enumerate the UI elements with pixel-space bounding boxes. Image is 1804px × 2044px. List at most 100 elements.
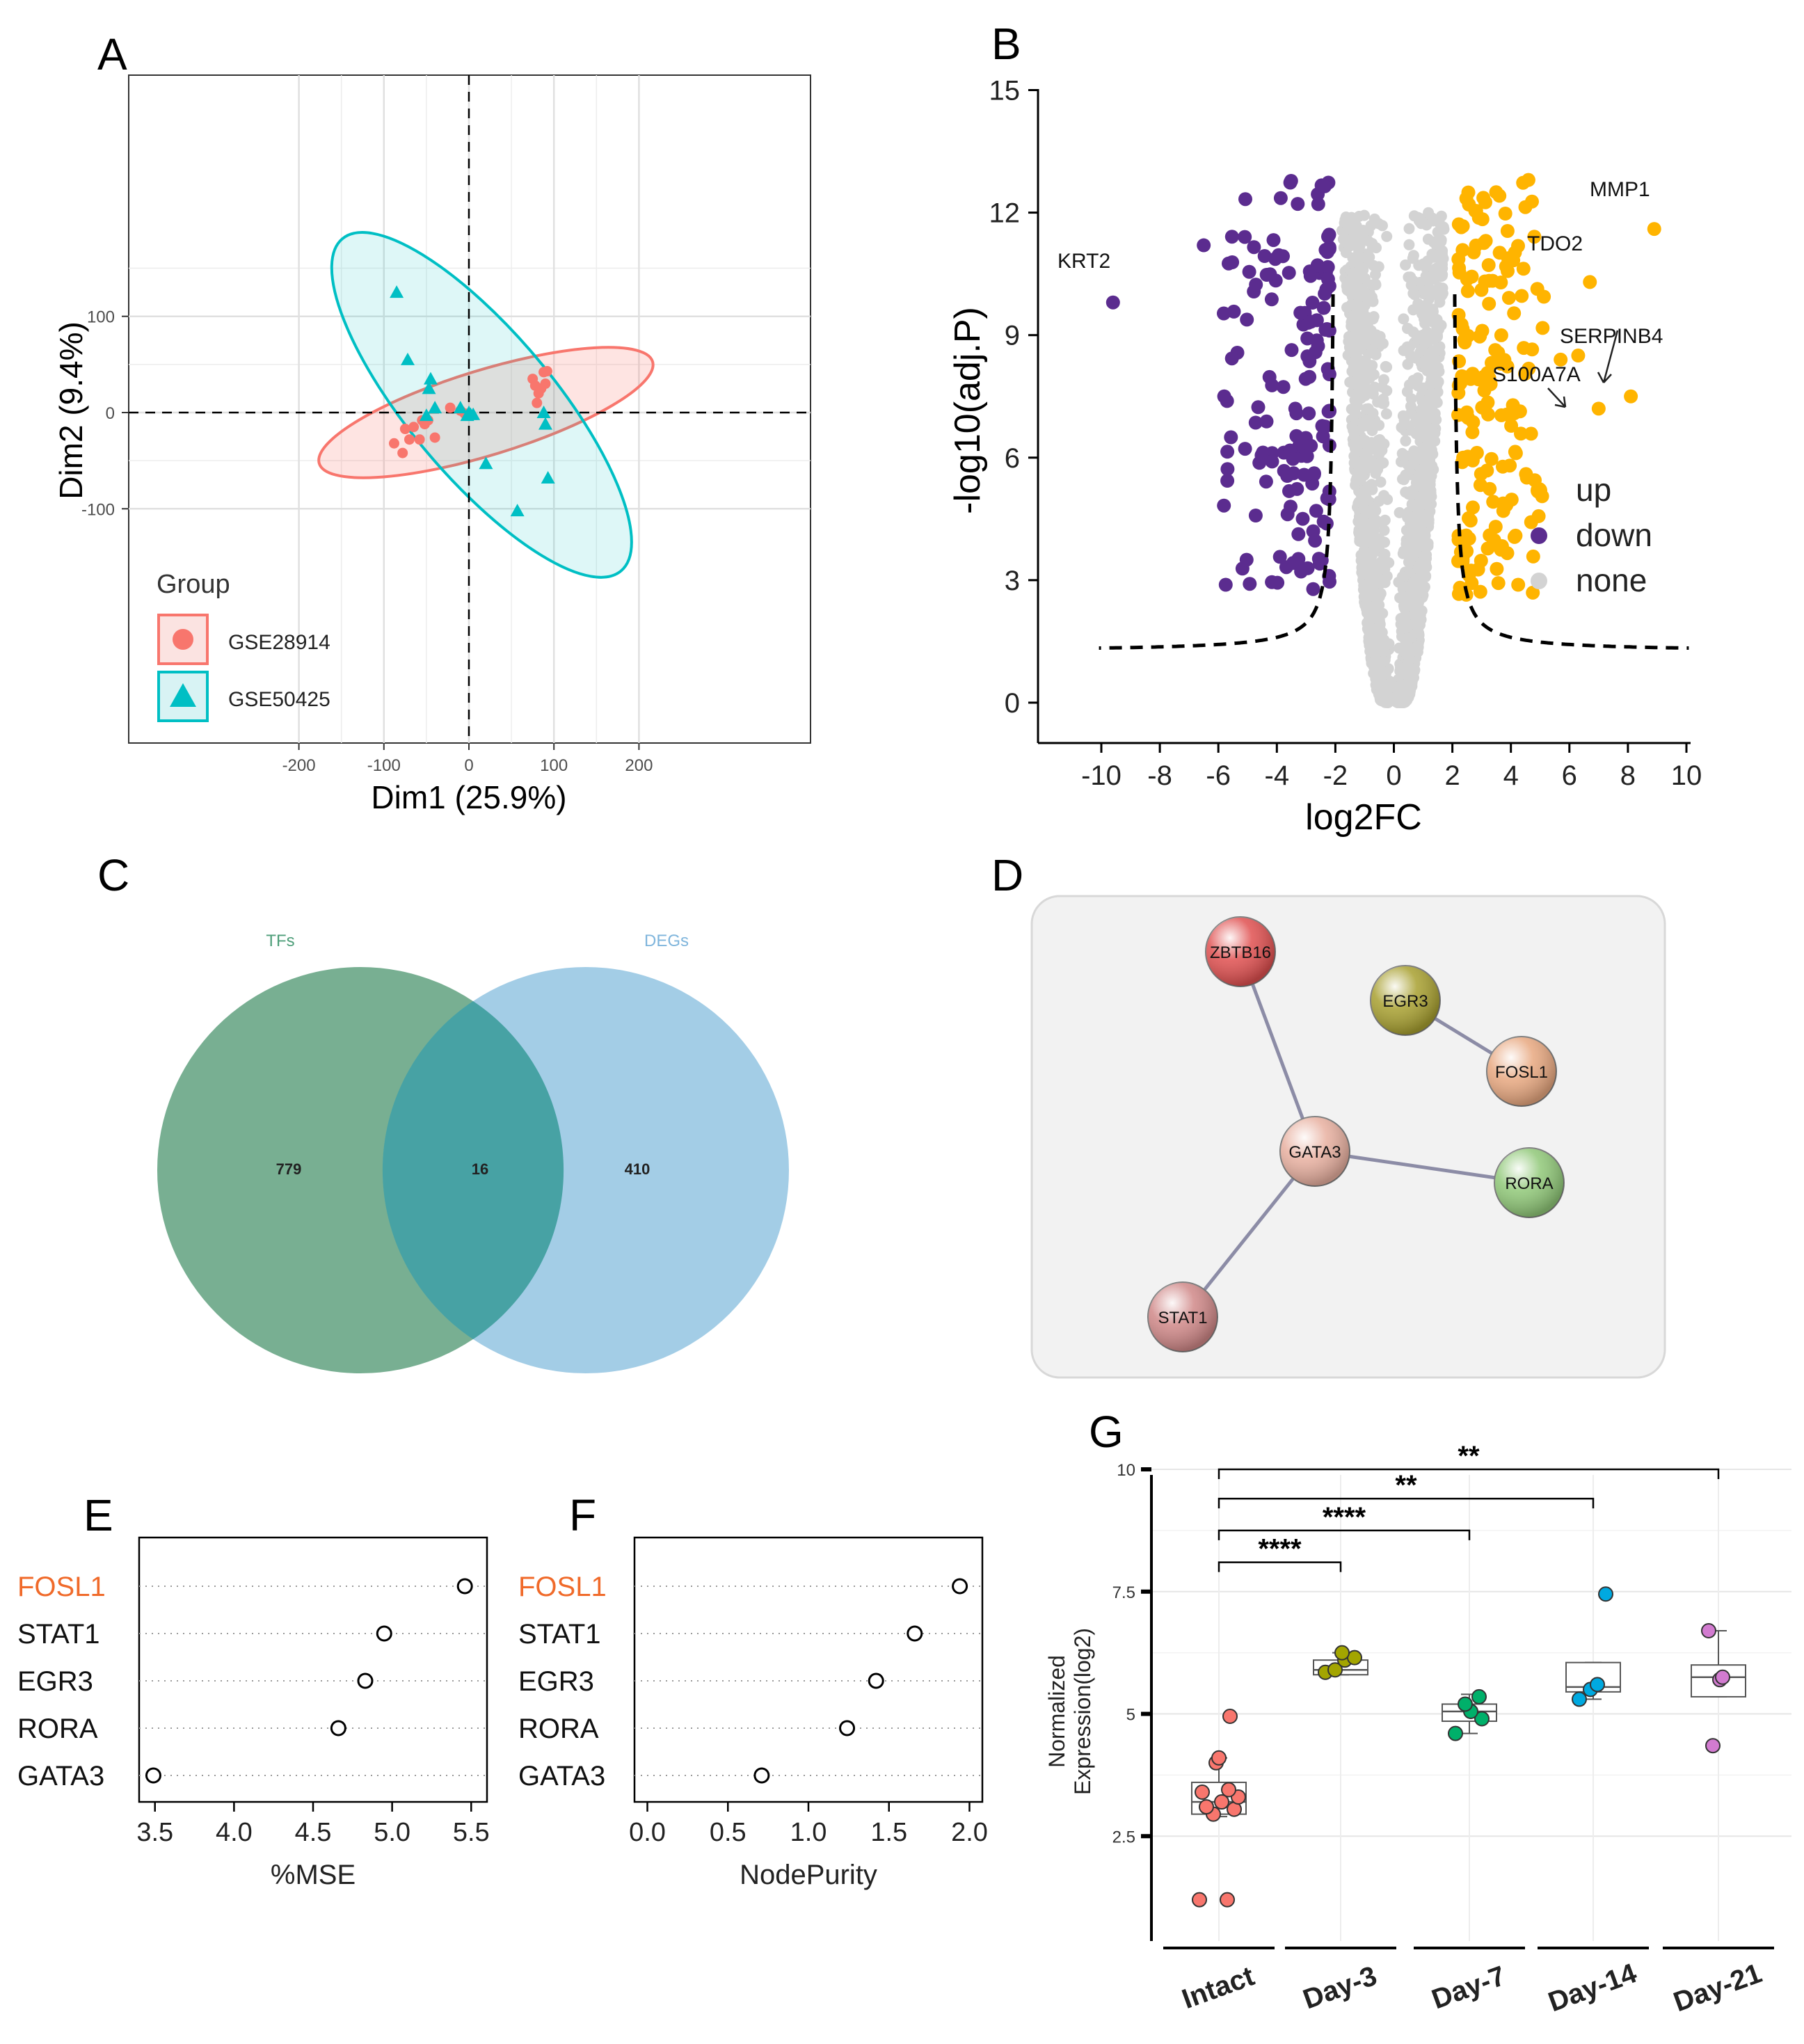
point-none bbox=[1372, 337, 1384, 349]
point-down bbox=[1225, 255, 1240, 269]
point-day-7 bbox=[1448, 1725, 1463, 1741]
point-up bbox=[1500, 224, 1515, 238]
row-label-rora: RORA bbox=[17, 1714, 98, 1744]
point-none bbox=[1426, 374, 1437, 385]
point-up bbox=[1490, 561, 1504, 576]
y-tick-label: 5 bbox=[1126, 1706, 1135, 1725]
point-none bbox=[1378, 490, 1390, 502]
point-down bbox=[1308, 534, 1323, 548]
x-tick-label: 1.5 bbox=[870, 1818, 907, 1847]
point-intact bbox=[1195, 1784, 1210, 1800]
point-none bbox=[1396, 473, 1408, 485]
x-tick-label: 6 bbox=[1562, 760, 1577, 791]
point-up bbox=[1519, 470, 1534, 485]
point-none bbox=[1366, 328, 1378, 340]
point-down bbox=[1320, 322, 1334, 336]
point-up bbox=[1481, 258, 1496, 272]
point-none bbox=[1353, 528, 1365, 540]
point-down bbox=[1224, 230, 1239, 244]
point-none bbox=[1360, 482, 1372, 493]
point-up bbox=[1477, 383, 1492, 398]
point-up bbox=[1504, 419, 1519, 433]
x-tick-label: 3.5 bbox=[136, 1818, 173, 1847]
legend-title: Group bbox=[157, 570, 230, 599]
point-none bbox=[1437, 259, 1448, 271]
point-down bbox=[1302, 406, 1316, 421]
point-up bbox=[1491, 576, 1506, 591]
point-none bbox=[1352, 291, 1364, 303]
point-none bbox=[1368, 600, 1380, 612]
point-labeled-serpinb4 bbox=[1624, 389, 1638, 404]
panel-g: G 2.5 5 7.5 10 Intact Day-3 Day-7 Day-14 Day-21 *… bbox=[1044, 1407, 1791, 2018]
x-tick-label: 0 bbox=[464, 756, 473, 775]
point-down bbox=[1239, 552, 1254, 567]
point-none bbox=[1364, 372, 1375, 384]
node-rora: RORA bbox=[1494, 1147, 1565, 1218]
legend-marker-circle bbox=[173, 629, 193, 650]
point-none bbox=[1437, 282, 1448, 294]
point-up bbox=[1516, 262, 1531, 276]
point-down bbox=[1321, 230, 1335, 244]
x-tick-label: -8 bbox=[1147, 760, 1172, 791]
node-egr3: EGR3 bbox=[1370, 965, 1441, 1036]
y-tick-label: 100 bbox=[87, 308, 115, 327]
point-none bbox=[1432, 291, 1444, 303]
edge-gata3-rora bbox=[1314, 1149, 1530, 1185]
row-label-egr3: EGR3 bbox=[518, 1666, 594, 1697]
x-tick-label: 4.0 bbox=[216, 1818, 253, 1847]
point-none bbox=[1416, 308, 1428, 320]
point-up bbox=[1492, 246, 1507, 260]
point-none bbox=[1367, 296, 1379, 308]
node-shine bbox=[1148, 1282, 1218, 1352]
box-day-3 bbox=[1313, 1645, 1368, 1680]
point-none bbox=[1427, 362, 1439, 374]
point-none bbox=[1402, 358, 1414, 370]
point-up bbox=[1524, 515, 1538, 529]
point-day-7 bbox=[1458, 1696, 1473, 1712]
point-none bbox=[1370, 444, 1382, 456]
legend-marker-triangle bbox=[170, 683, 196, 707]
x-axis-label: Dim1 (25.9%) bbox=[371, 779, 566, 815]
point-none bbox=[1424, 506, 1436, 517]
x-tick-label: 2.0 bbox=[951, 1818, 988, 1847]
point-none bbox=[1394, 506, 1405, 518]
point-none bbox=[1432, 226, 1444, 238]
point-none bbox=[1416, 395, 1428, 407]
point-none bbox=[1405, 273, 1417, 285]
node-label: EGR3 bbox=[1382, 992, 1428, 1011]
point-none bbox=[1397, 682, 1409, 694]
point-none bbox=[1412, 603, 1423, 615]
point-down bbox=[1197, 238, 1211, 253]
point-up bbox=[1460, 284, 1475, 298]
point-up bbox=[1471, 211, 1486, 225]
point-down bbox=[1242, 264, 1256, 279]
point-up bbox=[1462, 511, 1476, 525]
y-tick-label: 2.5 bbox=[1112, 1828, 1135, 1846]
point-intact bbox=[1199, 1799, 1214, 1815]
dot-egr3 bbox=[357, 1672, 374, 1689]
x-tick-label: 200 bbox=[625, 756, 653, 775]
point-none bbox=[1362, 617, 1373, 629]
point-none bbox=[1413, 628, 1425, 639]
point-down bbox=[1282, 266, 1296, 280]
x-tick-label: 10 bbox=[1671, 760, 1702, 791]
ellipse-gse50425 bbox=[330, 231, 633, 579]
point-none bbox=[1362, 403, 1374, 415]
point-up bbox=[1467, 245, 1481, 260]
y-axis-label: -log10(adj.P) bbox=[948, 307, 988, 514]
x-tick-label: 5.0 bbox=[374, 1818, 410, 1847]
significance-label: ** bbox=[1458, 1441, 1480, 1471]
point-none bbox=[1367, 313, 1379, 325]
point-gse50425 bbox=[422, 381, 436, 394]
point-down bbox=[1276, 380, 1291, 394]
threshold-curve-left bbox=[1099, 294, 1335, 650]
point-down bbox=[1266, 233, 1281, 248]
point-gse50425 bbox=[536, 406, 551, 418]
point-none bbox=[1407, 577, 1419, 589]
point-none bbox=[1430, 317, 1442, 328]
point-none bbox=[1377, 220, 1388, 232]
y-axis-label: Dim2 (9.4%) bbox=[53, 321, 89, 500]
point-down bbox=[1318, 243, 1333, 257]
point-down bbox=[1259, 268, 1274, 282]
